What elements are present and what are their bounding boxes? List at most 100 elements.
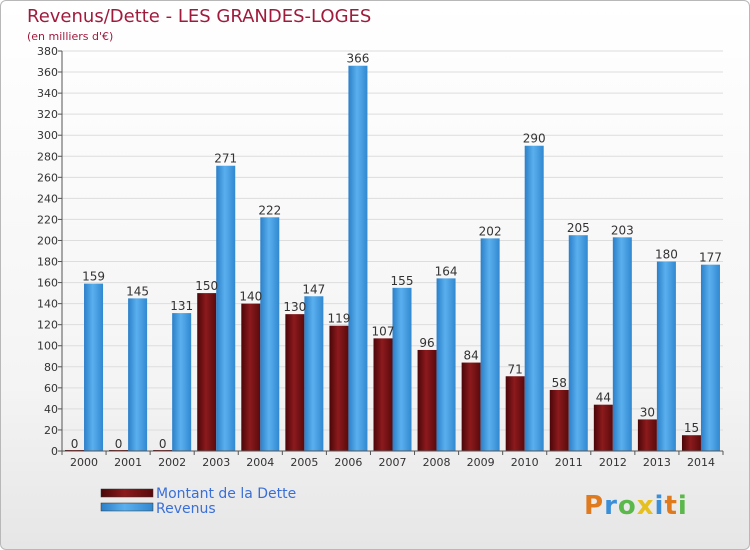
proxiti-logo: Proxiti [584, 491, 688, 521]
y-tick-label: 360 [37, 66, 58, 79]
data-label: 119 [327, 312, 350, 326]
data-label: 366 [346, 52, 369, 66]
bar-revenue [612, 237, 632, 451]
x-tick-label: 2008 [423, 456, 451, 469]
data-label: 58 [552, 376, 567, 390]
data-label: 145 [126, 284, 149, 298]
data-label: 0 [159, 437, 167, 451]
data-label: 222 [258, 203, 281, 217]
logo-letter: t [664, 491, 678, 521]
data-label: 271 [214, 152, 237, 166]
data-label: 0 [115, 437, 123, 451]
y-tick-label: 140 [37, 298, 58, 311]
data-label: 155 [391, 274, 414, 288]
data-label: 290 [523, 132, 546, 146]
logo-letter: P [584, 491, 605, 521]
data-label: 15 [684, 421, 699, 435]
data-label: 180 [655, 248, 678, 262]
bars [65, 65, 720, 451]
x-tick-label: 2007 [379, 456, 407, 469]
data-label: 140 [239, 290, 262, 304]
data-label: 177 [699, 251, 722, 265]
bar-revenue [436, 278, 456, 451]
y-tick-label: 280 [37, 150, 58, 163]
y-tick-label: 80 [44, 361, 58, 374]
bar-debt [285, 314, 305, 451]
data-label: 131 [170, 299, 193, 313]
data-label: 44 [596, 391, 611, 405]
bar-revenue [524, 145, 544, 451]
x-tick-label: 2014 [687, 456, 715, 469]
data-label: 159 [82, 270, 105, 284]
data-label: 96 [419, 336, 434, 350]
bar-revenue [84, 283, 104, 451]
x-tick-label: 2003 [202, 456, 230, 469]
bar-revenue [128, 298, 148, 451]
x-tick-label: 2001 [114, 456, 142, 469]
x-tick-label: 2011 [555, 456, 583, 469]
y-tick-label: 0 [51, 445, 58, 458]
bar-debt [681, 435, 701, 451]
x-tick-label: 2012 [599, 456, 627, 469]
bar-revenue [260, 217, 280, 451]
y-tick-label: 300 [37, 129, 58, 142]
legend-label-debt: Montant de la Dette [156, 486, 297, 502]
data-label: 203 [611, 223, 634, 237]
x-tick-label: 2004 [246, 456, 274, 469]
y-tick-label: 320 [37, 108, 58, 121]
axes: 0 20 40 60 80 100 120 140 160 180 200 220 240 260 280 3… [37, 45, 724, 469]
logo-letter: i [654, 491, 665, 521]
data-label: 164 [435, 264, 458, 278]
data-label: 107 [372, 324, 395, 338]
legend-label-revenue: Revenus [156, 501, 216, 517]
x-tick-label: 2000 [70, 456, 98, 469]
data-label: 147 [302, 282, 325, 296]
legend-swatch-revenue [100, 502, 154, 512]
bar-revenue [700, 264, 720, 451]
data-label: 30 [640, 405, 655, 419]
y-tick-label: 220 [37, 213, 58, 226]
bar-debt [505, 376, 525, 451]
bar-debt [329, 325, 349, 451]
y-tick-label: 120 [37, 319, 58, 332]
x-tick-label: 2002 [158, 456, 186, 469]
y-tick-label: 160 [37, 277, 58, 290]
bar-debt [373, 338, 393, 451]
bar-revenue [348, 65, 368, 451]
y-tick-label: 340 [37, 87, 58, 100]
bar-revenue [480, 238, 500, 451]
bar-debt [197, 293, 217, 451]
chart-subtitle: (en milliers d'€) [27, 30, 114, 43]
bar-revenue [392, 287, 412, 451]
x-tick-label: 2009 [467, 456, 495, 469]
y-tick-label: 100 [37, 340, 58, 353]
data-label: 202 [479, 224, 502, 238]
logo-letter: i [677, 491, 688, 521]
bar-debt [637, 419, 657, 451]
data-label: 150 [195, 279, 218, 293]
y-tick-label: 60 [44, 382, 58, 395]
bar-revenue [656, 261, 676, 451]
y-tick-label: 200 [37, 234, 58, 247]
bar-revenue [216, 165, 236, 451]
data-label: 0 [71, 437, 79, 451]
bar-revenue [304, 296, 324, 451]
x-tick-label: 2005 [290, 456, 318, 469]
bar-debt [549, 389, 569, 451]
bar-debt [417, 349, 437, 451]
x-tick-label: 2010 [511, 456, 539, 469]
bar-debt [241, 303, 261, 451]
chart-title: Revenus/Dette - LES GRANDES-LOGES [27, 6, 372, 27]
y-tick-label: 380 [37, 45, 58, 58]
x-tick-label: 2006 [334, 456, 362, 469]
logo-letter: o [617, 491, 637, 521]
logo-letter: r [604, 491, 618, 521]
legend-swatch-debt [100, 488, 154, 498]
bar-revenue [172, 313, 192, 451]
bar-debt [593, 404, 613, 451]
y-tick-label: 240 [37, 192, 58, 205]
data-label: 205 [567, 221, 590, 235]
